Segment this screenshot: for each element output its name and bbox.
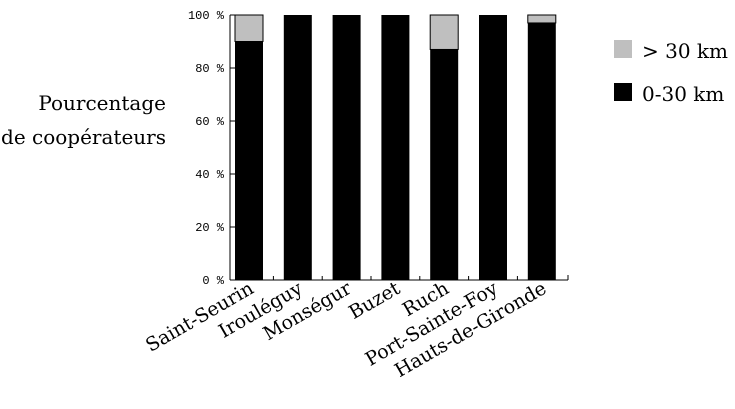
bar-segment-0-30km [235, 41, 263, 280]
axes: 0 % 20 % 40 % 60 % 80 % 100 % [188, 9, 569, 288]
bar-segment-0-30km [283, 15, 312, 280]
legend-label-0-30km: 0-30 km [642, 82, 724, 106]
legend-swatch-over-30km [614, 40, 632, 58]
legend: > 30 km 0-30 km [614, 39, 728, 106]
bar-segment-0-30km [479, 15, 507, 280]
legend-swatch-0-30km [614, 83, 632, 101]
bar-segment-over-30km [527, 14, 557, 24]
bar-segment-over-30km [234, 14, 264, 42]
bar-segment-0-30km [332, 15, 361, 280]
x-tick-labels: Saint-SeurinIrouléguyMonségurBuzetRuchPo… [142, 277, 550, 382]
y-tick-label: 20 % [195, 221, 225, 235]
y-axis-label: Pourcentage de coopérateurs [1, 91, 166, 149]
y-axis-label-line-2: de coopérateurs [1, 125, 166, 149]
bar-segment-0-30km [381, 15, 410, 280]
bars [234, 14, 557, 281]
bar-segment-0-30km [430, 49, 459, 281]
y-tick-label: 80 % [195, 62, 225, 76]
y-tick-label: 60 % [195, 115, 225, 129]
bar-segment-0-30km [527, 22, 556, 280]
x-tick-label: Buzet [345, 277, 404, 324]
y-tick-label: 40 % [195, 168, 225, 182]
y-tick-label: 0 % [202, 274, 224, 288]
legend-label-over-30km: > 30 km [642, 39, 728, 63]
y-axis-label-line-1: Pourcentage [38, 91, 166, 115]
bar-segment-over-30km [429, 14, 459, 50]
y-tick-label: 100 % [188, 9, 225, 23]
